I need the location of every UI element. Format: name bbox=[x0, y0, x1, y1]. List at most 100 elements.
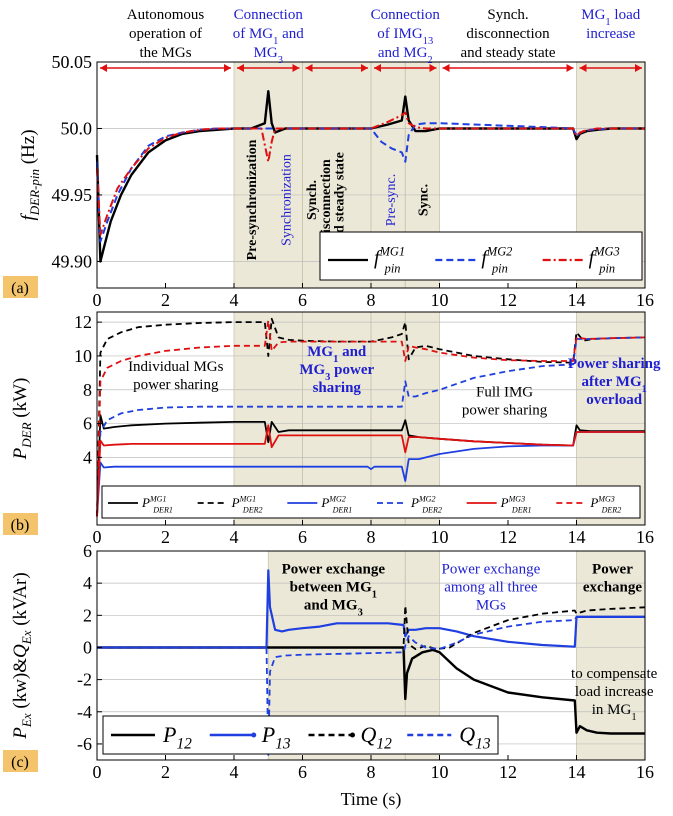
var-sub: DER2 bbox=[601, 506, 622, 515]
x-tick-label: 0 bbox=[93, 290, 102, 310]
phase-label: Autonomous bbox=[127, 7, 205, 23]
text-span: MGs bbox=[476, 598, 506, 614]
x-tick-label: 6 bbox=[298, 290, 307, 310]
annotation-text: Full IMG bbox=[476, 385, 533, 401]
vertical-phase-label: Synch. bbox=[305, 180, 320, 220]
x-tick-label: 6 bbox=[298, 527, 307, 547]
text-span: the MGs bbox=[139, 45, 191, 61]
phase-label: the MGs bbox=[139, 45, 191, 61]
y-tick-label: 6 bbox=[83, 541, 92, 561]
text-span: and bbox=[338, 344, 367, 360]
phase-label: and steady state bbox=[461, 45, 556, 61]
text-span: MG bbox=[332, 598, 358, 614]
y-label-part: (kVAr) bbox=[10, 572, 31, 630]
legend-label: fMG2 pin bbox=[481, 245, 512, 276]
text-span: in bbox=[592, 702, 607, 718]
y-tick-label: 8 bbox=[83, 380, 92, 400]
x-tick-label: 8 bbox=[367, 762, 376, 782]
x-tick-label: 14 bbox=[568, 290, 586, 310]
var-main: P bbox=[589, 495, 598, 510]
var-sub: pin bbox=[598, 262, 615, 276]
panel-tag: (a) bbox=[11, 280, 29, 297]
subscript: 1 bbox=[605, 17, 610, 28]
text-span: Autonomous bbox=[127, 7, 205, 23]
y-label-part: Ex bbox=[19, 630, 34, 645]
var-sup: MG2 bbox=[486, 245, 512, 259]
legend-label: Q13 bbox=[459, 722, 491, 753]
text-span: and bbox=[304, 598, 332, 614]
text-span: overload bbox=[586, 392, 642, 408]
x-tick-label: 4 bbox=[230, 527, 239, 547]
annotation-text: MG3 power bbox=[299, 362, 374, 383]
var-sup: MG3 bbox=[508, 495, 526, 504]
var-sub: 12 bbox=[376, 736, 392, 753]
text-span: power bbox=[330, 362, 374, 378]
subscript: 1 bbox=[642, 383, 647, 394]
text-span: and steady state bbox=[461, 45, 556, 61]
var-sub: pin bbox=[491, 262, 508, 276]
panel-tag-box bbox=[3, 276, 38, 298]
var-sub: DER1 bbox=[511, 506, 532, 515]
panel-tag-box bbox=[3, 750, 38, 772]
text-span: MG bbox=[581, 7, 605, 23]
annotation-text: power sharing bbox=[462, 403, 548, 419]
var-sub: DER1 bbox=[332, 506, 353, 515]
y-tick-label: -6 bbox=[77, 734, 92, 754]
shaded-region bbox=[576, 551, 645, 760]
text-span: Power sharing bbox=[568, 356, 661, 372]
text-span: power sharing bbox=[133, 377, 219, 393]
y-label-part: DER bbox=[19, 422, 34, 448]
legend-label: Q12 bbox=[361, 722, 393, 753]
phase-arrowhead bbox=[579, 64, 587, 72]
phase-label: Synch. bbox=[487, 7, 528, 23]
var-main: P bbox=[500, 495, 509, 510]
text-span: Connection bbox=[371, 7, 441, 23]
phase-label: MG3 bbox=[254, 45, 283, 66]
legend-label: PMG2 DER1 bbox=[320, 495, 352, 515]
phase-label: Connection bbox=[234, 7, 304, 23]
y-tick-label: 49.95 bbox=[52, 185, 93, 205]
text-span: between bbox=[290, 580, 346, 596]
vertical-phase-label: Synchronization bbox=[279, 154, 294, 246]
phase-arrowhead bbox=[100, 64, 107, 72]
x-tick-label: 8 bbox=[367, 290, 376, 310]
var-main: f bbox=[589, 247, 597, 269]
var-sup: MG2 bbox=[418, 495, 436, 504]
annotation-text: power sharing bbox=[133, 377, 219, 393]
var-main: P bbox=[231, 495, 240, 510]
x-tick-label: 4 bbox=[230, 290, 239, 310]
series-line-2 bbox=[96, 317, 646, 517]
panel-tag: (c) bbox=[11, 754, 29, 771]
legend-label: fMG1 pin bbox=[374, 245, 405, 276]
text-span: disconnection bbox=[466, 26, 550, 42]
var-main: P bbox=[141, 495, 150, 510]
annotation-text: Power sharing bbox=[568, 356, 661, 372]
var-sup: MG1 bbox=[239, 495, 257, 504]
y-tick-label: 12 bbox=[74, 312, 92, 332]
phase-label: operation of bbox=[129, 26, 202, 42]
text-span: MG bbox=[403, 45, 427, 61]
legend-label: PMG1 DER2 bbox=[231, 495, 263, 515]
text-span: MG bbox=[249, 26, 273, 42]
x-tick-label: 10 bbox=[431, 290, 449, 310]
phase-label: Connection bbox=[371, 7, 441, 23]
annotation-text: among all three bbox=[444, 580, 538, 596]
annotation-text: MG1 and bbox=[307, 344, 367, 365]
subscript: 1 bbox=[273, 36, 278, 47]
legend-label: P13 bbox=[261, 722, 291, 753]
phase-arrowhead bbox=[237, 64, 244, 72]
subscript: 1 bbox=[372, 589, 377, 600]
var-sup: MG2 bbox=[328, 495, 346, 504]
annotation-text: Power bbox=[592, 562, 633, 578]
text-span: IMG bbox=[394, 26, 423, 42]
phase-label: increase bbox=[586, 26, 635, 42]
y-tick-label: 6 bbox=[83, 414, 92, 434]
series-line-6 bbox=[96, 319, 646, 517]
series-line-3 bbox=[96, 111, 645, 236]
text-span: sharing bbox=[313, 380, 362, 396]
var-sub: DER1 bbox=[152, 506, 173, 515]
x-tick-label: 10 bbox=[431, 762, 449, 782]
phase-arrowhead bbox=[635, 64, 642, 72]
annotation-text: in MG1 bbox=[592, 702, 637, 723]
